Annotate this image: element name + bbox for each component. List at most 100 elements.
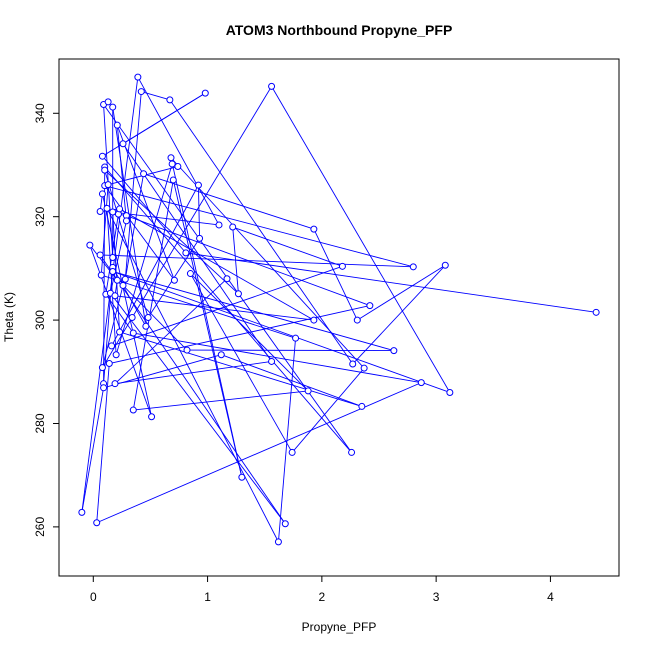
data-point [97,271,105,279]
series-segment [122,285,188,351]
data-point [196,234,204,242]
data-point [104,98,112,106]
series-segment [357,264,446,321]
series-segment [197,185,201,239]
series-segment [111,184,199,347]
data-point [104,181,112,189]
x-tick-label: 2 [319,590,326,604]
series-segment [131,86,272,318]
x-tick-label: 4 [547,590,554,604]
data-point [100,384,108,392]
x-tick-label: 1 [204,590,211,604]
data-point [417,379,425,387]
data-point [201,89,209,97]
data-point [142,322,150,330]
data-point [128,314,136,321]
series-segment [119,208,315,321]
data-point [78,508,86,516]
data-point [281,520,289,528]
y-tick-label: 300 [33,310,47,330]
data-point [109,103,117,111]
series-segment [106,208,279,543]
data-point [360,364,368,372]
series-segment [115,163,173,355]
data-point [140,170,148,178]
data-point [592,308,600,316]
series-segment [141,91,170,101]
data-point [169,176,177,184]
series-segment [101,193,153,417]
series-segment [169,99,354,365]
data-point [101,166,109,174]
data-point [288,448,296,456]
data-point [113,121,121,129]
series-segment [100,254,414,268]
series-segment [232,226,343,267]
y-tick-label: 280 [33,413,47,433]
data-point [174,163,182,171]
series-segment [116,125,127,221]
series-segment [112,271,451,393]
series-segment [111,265,343,347]
data-point [310,225,318,233]
data-point [134,73,142,81]
data-point [108,342,116,350]
series-segment [124,91,142,280]
data-point [96,251,104,259]
data-point [119,281,127,289]
series-segment [170,157,243,478]
data-point [105,360,113,368]
data-point [194,181,202,189]
series-segment [132,179,174,411]
series-segment [170,157,365,369]
data-point [223,275,231,283]
series-segment [122,143,272,362]
series-segment [116,125,175,281]
data-point [358,402,366,410]
data-point [103,204,111,212]
data-point [98,152,106,160]
chart-title: ATOM3 Northbound Propyne_PFP [226,22,453,38]
data-point [111,292,119,300]
series-segment [119,331,362,407]
data-point [182,249,190,257]
data-point [111,380,119,388]
y-axis-label: Theta (K) [2,292,16,342]
series-segment [190,273,293,453]
series-segment [185,252,597,313]
series-segment [104,166,352,453]
data-point [121,275,129,283]
y-tick-label: 340 [33,103,47,123]
data-point [183,346,191,354]
data-point [109,254,117,262]
data-point [122,217,130,225]
x-axis-label: Propyne_PFP [302,620,377,634]
data-point [338,262,346,270]
data-point [129,406,137,414]
data-point [129,329,137,337]
series-segment [277,338,297,542]
series-segment [137,76,220,226]
x-tick-label: 0 [90,590,97,604]
series-segment [96,382,422,524]
data-point [93,519,101,527]
data-point [348,448,356,456]
data-point [304,387,312,395]
data-point [137,88,145,96]
data-point [366,302,374,310]
data-point [170,276,178,284]
data-point [441,261,449,269]
series-segment [112,271,394,352]
data-point [268,357,276,365]
series-segment [114,278,228,385]
series-segment [102,92,206,157]
data-point [353,316,361,324]
y-tick-label: 320 [33,206,47,226]
data-point [116,205,124,213]
data-point [234,290,242,298]
data-point [446,388,454,396]
data-point [144,314,152,321]
series-segment [313,228,358,321]
axes: 0 1 2 3 4 260 280 300 320 340 [33,103,554,604]
series-segment [101,285,124,368]
